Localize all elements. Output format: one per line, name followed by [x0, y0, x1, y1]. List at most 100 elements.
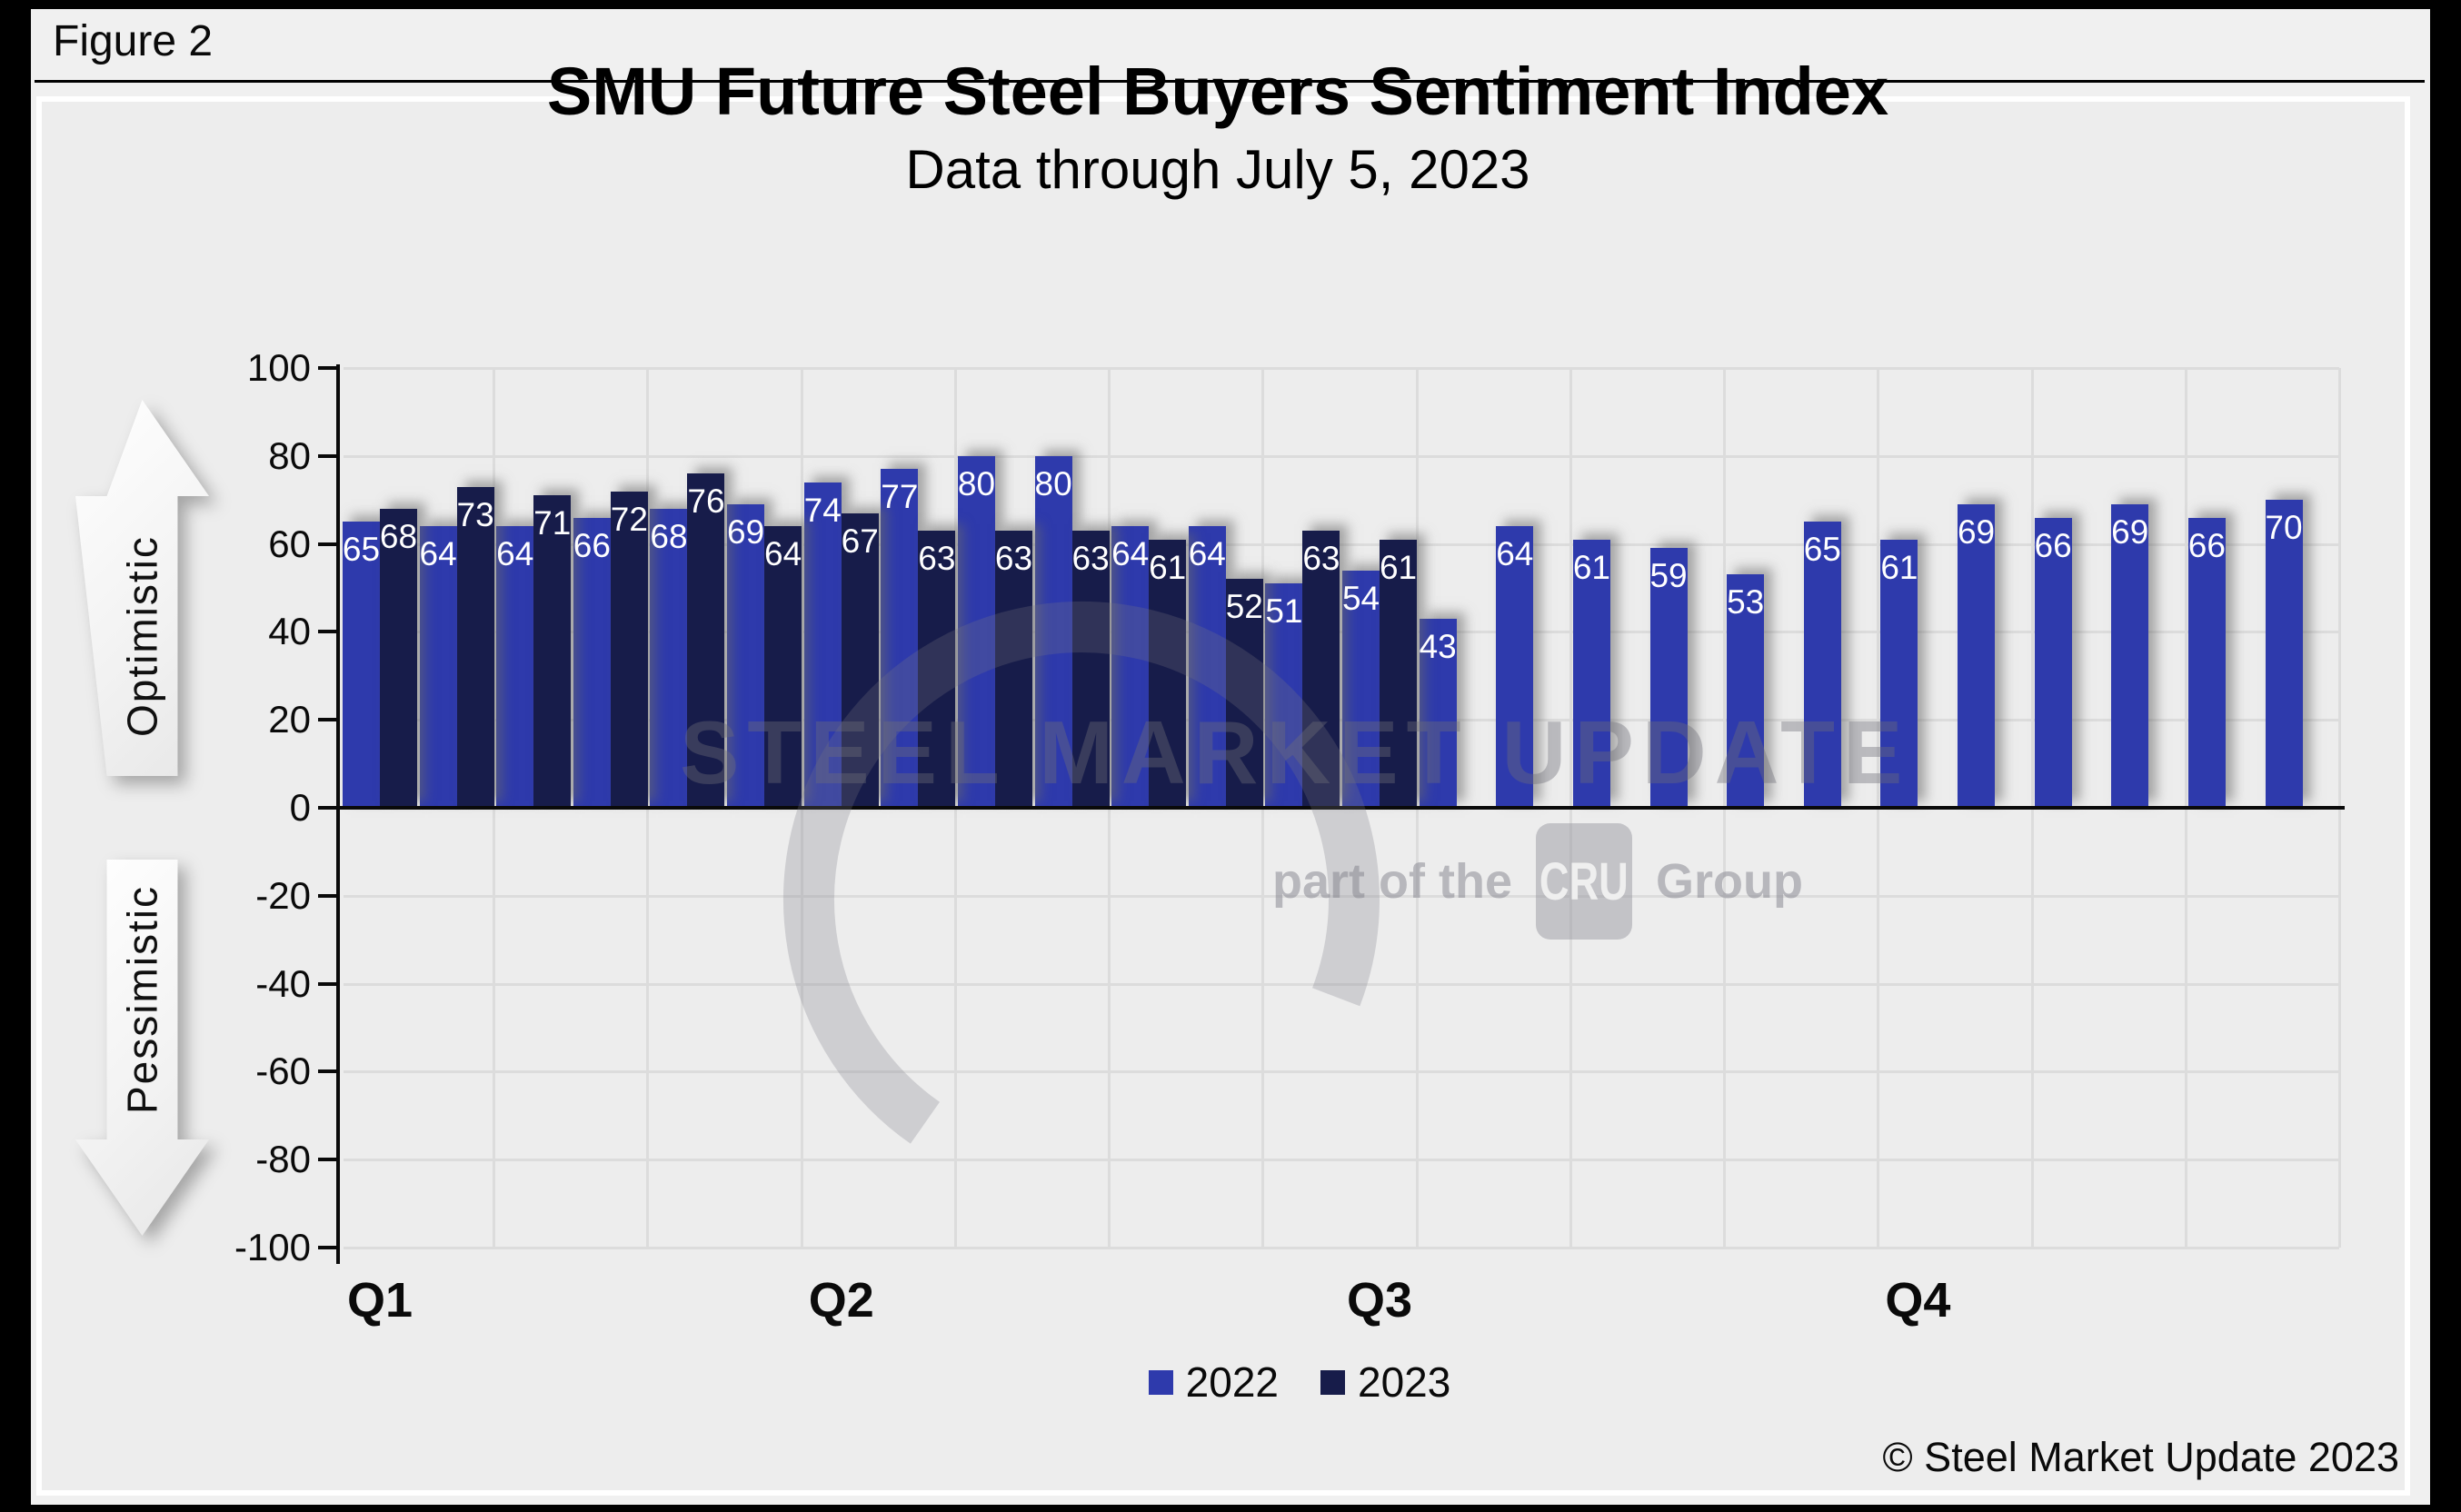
y-tick-mark — [318, 630, 340, 634]
bar-2022-period-10 — [1034, 455, 1072, 808]
bar-label-2022-period-13: 51 — [1265, 592, 1303, 631]
bar-label-2022-period-12: 64 — [1188, 535, 1226, 573]
y-tick-label: 60 — [268, 522, 311, 565]
y-tick-label: -80 — [255, 1138, 311, 1181]
h-gridline — [344, 1070, 2339, 1074]
h-gridline — [344, 631, 2339, 634]
h-gridline — [344, 1247, 2339, 1249]
h-gridline — [344, 1159, 2339, 1162]
cru-logo-icon: CRU — [1536, 823, 1632, 940]
bar-label-2022-period-3: 64 — [496, 535, 534, 573]
tagline-suffix: Group — [1656, 854, 1803, 909]
y-tick-label: 40 — [268, 610, 311, 653]
bar-2023-period-3 — [533, 495, 572, 808]
y-tick-label: -100 — [234, 1226, 311, 1268]
h-gridline — [344, 894, 2339, 898]
copyright-notice: © Steel Market Update 2023 — [1882, 1434, 2399, 1480]
chart-title: SMU Future Steel Buyers Sentiment Index — [546, 54, 1889, 129]
bar-label-2023-period-14: 61 — [1379, 548, 1418, 586]
bar-2023-period-9 — [994, 531, 1032, 808]
bar-2023-period-8 — [918, 531, 956, 808]
bar-label-2022-period-21: 61 — [1880, 548, 1918, 586]
y-tick-mark — [318, 893, 340, 898]
bar-label-2022-period-19: 53 — [1727, 583, 1765, 622]
legend-swatch-2022 — [1148, 1369, 1173, 1395]
y-tick-label: 20 — [268, 698, 311, 741]
bar-label-2022-period-9: 80 — [957, 464, 996, 502]
y-tick-label: 0 — [289, 786, 311, 829]
legend-label-2023: 2023 — [1358, 1358, 1451, 1406]
y-tick-mark — [318, 981, 340, 986]
legend-item-2022: 2022 — [1148, 1358, 1279, 1407]
bar-label-2022-period-8: 77 — [881, 478, 919, 516]
figure-label: Figure 2 — [53, 17, 214, 65]
bar-2022-period-16 — [1496, 526, 1534, 808]
bar-label-2022-period-25: 66 — [2187, 526, 2226, 564]
bar-2022-period-2 — [419, 526, 457, 808]
y-axis-line — [336, 364, 340, 1264]
h-gridline — [344, 367, 2339, 370]
steel-market-update-watermark: STEEL MARKET UPDATE — [680, 702, 1911, 802]
bar-2023-period-2 — [456, 486, 494, 808]
bar-2022-period-18 — [1649, 548, 1688, 808]
optimistic-label: Optimistic — [118, 535, 166, 737]
legend-swatch-2023 — [1320, 1369, 1345, 1395]
y-tick-mark — [318, 366, 340, 370]
x-axis-label-q4: Q4 — [1885, 1273, 1951, 1328]
bar-2022-period-25 — [2187, 517, 2226, 808]
smu-crescent-logo-watermark — [783, 602, 1380, 1198]
y-tick-label: -40 — [255, 961, 311, 1005]
bar-2023-period-6 — [764, 526, 802, 808]
bar-label-2022-period-20: 65 — [1803, 531, 1841, 569]
bar-2022-period-19 — [1727, 574, 1765, 808]
x-axis-label-q1: Q1 — [346, 1273, 413, 1328]
bar-2022-period-24 — [2111, 504, 2149, 808]
bar-label-2022-period-17: 61 — [1572, 548, 1610, 586]
y-tick-label: 80 — [268, 433, 311, 477]
bar-label-2022-period-18: 59 — [1649, 557, 1688, 595]
bar-2023-period-13 — [1302, 531, 1340, 808]
bar-label-2023-period-1: 68 — [379, 517, 418, 555]
bar-label-2022-period-11: 64 — [1111, 535, 1150, 573]
chart-subtitle: Data through July 5, 2023 — [905, 139, 1530, 200]
bar-label-2022-period-16: 64 — [1496, 535, 1534, 573]
x-axis-label-q3: Q3 — [1347, 1273, 1413, 1328]
bar-label-2022-period-23: 66 — [2034, 526, 2072, 564]
legend-item-2023: 2023 — [1320, 1358, 1450, 1407]
bar-label-2022-period-15: 43 — [1419, 627, 1457, 665]
bar-label-2023-period-13: 63 — [1302, 540, 1340, 578]
y-tick-mark — [318, 806, 340, 810]
y-tick-mark — [318, 1069, 340, 1074]
bar-2022-period-6 — [727, 504, 765, 808]
x-axis-label-q2: Q2 — [808, 1273, 874, 1328]
bar-2022-period-4 — [573, 517, 611, 808]
bar-2022-period-26 — [2265, 500, 2303, 808]
pessimistic-label: Pessimistic — [118, 884, 166, 1115]
bar-2022-period-13 — [1265, 583, 1303, 808]
y-tick-label: 100 — [246, 346, 311, 389]
bar-2023-period-11 — [1149, 539, 1187, 808]
bar-2022-period-5 — [650, 508, 688, 808]
tagline-prefix: part of the — [1272, 854, 1512, 909]
bar-label-2023-period-11: 61 — [1149, 548, 1187, 586]
bar-2023-period-10 — [1071, 531, 1110, 808]
bar-label-2023-period-4: 72 — [610, 500, 648, 538]
x-axis-zero-line — [338, 806, 2345, 810]
bar-2022-period-8 — [881, 469, 919, 808]
y-tick-mark — [318, 542, 340, 546]
h-gridline — [344, 719, 2339, 722]
bar-label-2023-period-5: 76 — [687, 482, 725, 521]
bar-label-2022-period-24: 69 — [2111, 513, 2149, 552]
cru-tagline-watermark: part of the CRU Group — [1272, 818, 1803, 945]
bar-label-2023-period-10: 63 — [1071, 540, 1110, 578]
bar-label-2023-period-2: 73 — [456, 495, 494, 533]
bar-label-2022-period-7: 74 — [803, 491, 842, 529]
bar-2022-period-12 — [1188, 526, 1226, 808]
bar-label-2023-period-3: 71 — [533, 504, 572, 542]
legend-label-2022: 2022 — [1185, 1358, 1279, 1406]
bar-label-2022-period-5: 68 — [650, 517, 688, 555]
bar-2022-period-23 — [2034, 517, 2072, 808]
y-tick-label: -60 — [255, 1049, 311, 1093]
y-tick-label: -20 — [255, 873, 311, 917]
